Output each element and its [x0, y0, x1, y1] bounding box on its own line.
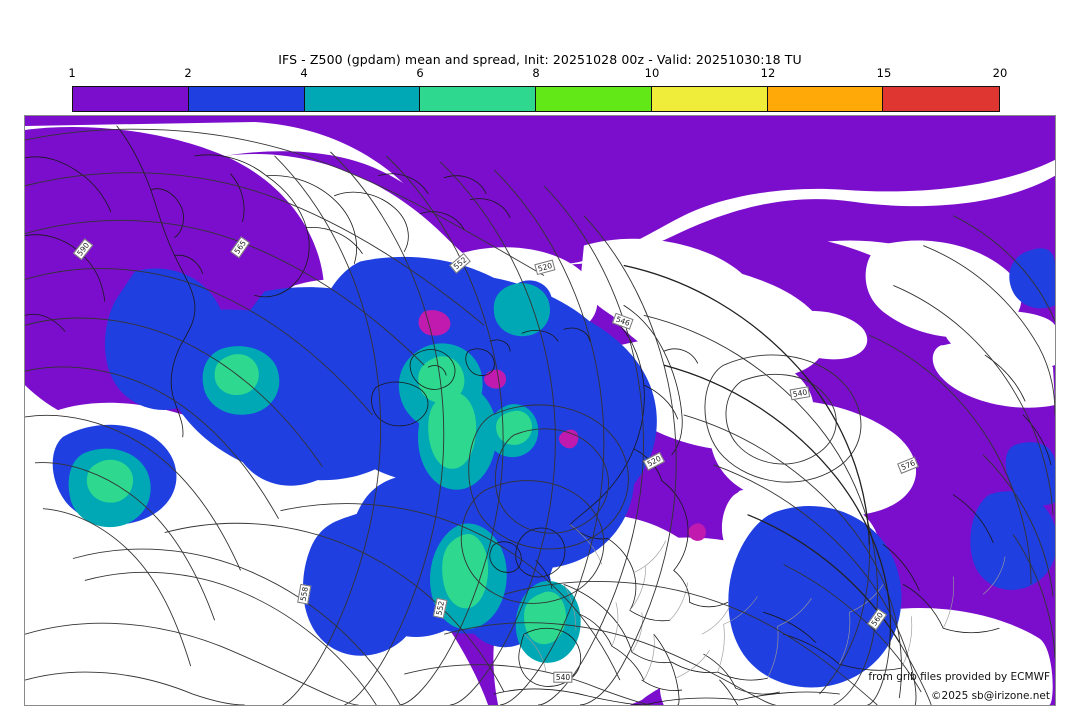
colorbar-segment-10-12	[651, 87, 768, 111]
page-title: IFS - Z500 (gpdam) mean and spread, Init…	[278, 52, 802, 67]
credit-source: from grib files provided by ECMWF	[868, 671, 1050, 683]
colorbar-tick-4: 4	[300, 66, 308, 80]
map-frame[interactable]: 590565558552540520520540576560560546552	[24, 115, 1056, 706]
credit-copyright: ©2025 sb@irizone.net	[931, 690, 1050, 702]
colorbar-container: 1 2 4 6 8 10 12 15 20	[68, 66, 1007, 112]
colorbar-tick-12: 12	[760, 66, 776, 80]
colorbar-segment-1-2	[73, 87, 189, 111]
colorbar-segment-2-4	[188, 87, 305, 111]
colorbar-segment-12-15	[767, 87, 884, 111]
contour-label: 540	[553, 671, 573, 683]
colorbar-segment-15-20	[883, 87, 999, 111]
colorbar-tick-15: 15	[876, 66, 892, 80]
colorbar-segment-8-10	[536, 87, 652, 111]
colorbar-tick-1: 1	[68, 66, 76, 80]
colorbar-segment-6-8	[420, 87, 536, 111]
colorbar-tick-20: 20	[992, 66, 1008, 80]
colorbar	[72, 86, 1000, 112]
colorbar-tick-2: 2	[184, 66, 192, 80]
map-canvas	[25, 116, 1055, 705]
colorbar-tick-8: 8	[532, 66, 540, 80]
colorbar-tick-6: 6	[416, 66, 424, 80]
colorbar-tick-10: 10	[644, 66, 660, 80]
colorbar-segment-4-6	[304, 87, 421, 111]
colorbar-tick-labels: 1 2 4 6 8 10 12 15 20	[68, 66, 1007, 84]
